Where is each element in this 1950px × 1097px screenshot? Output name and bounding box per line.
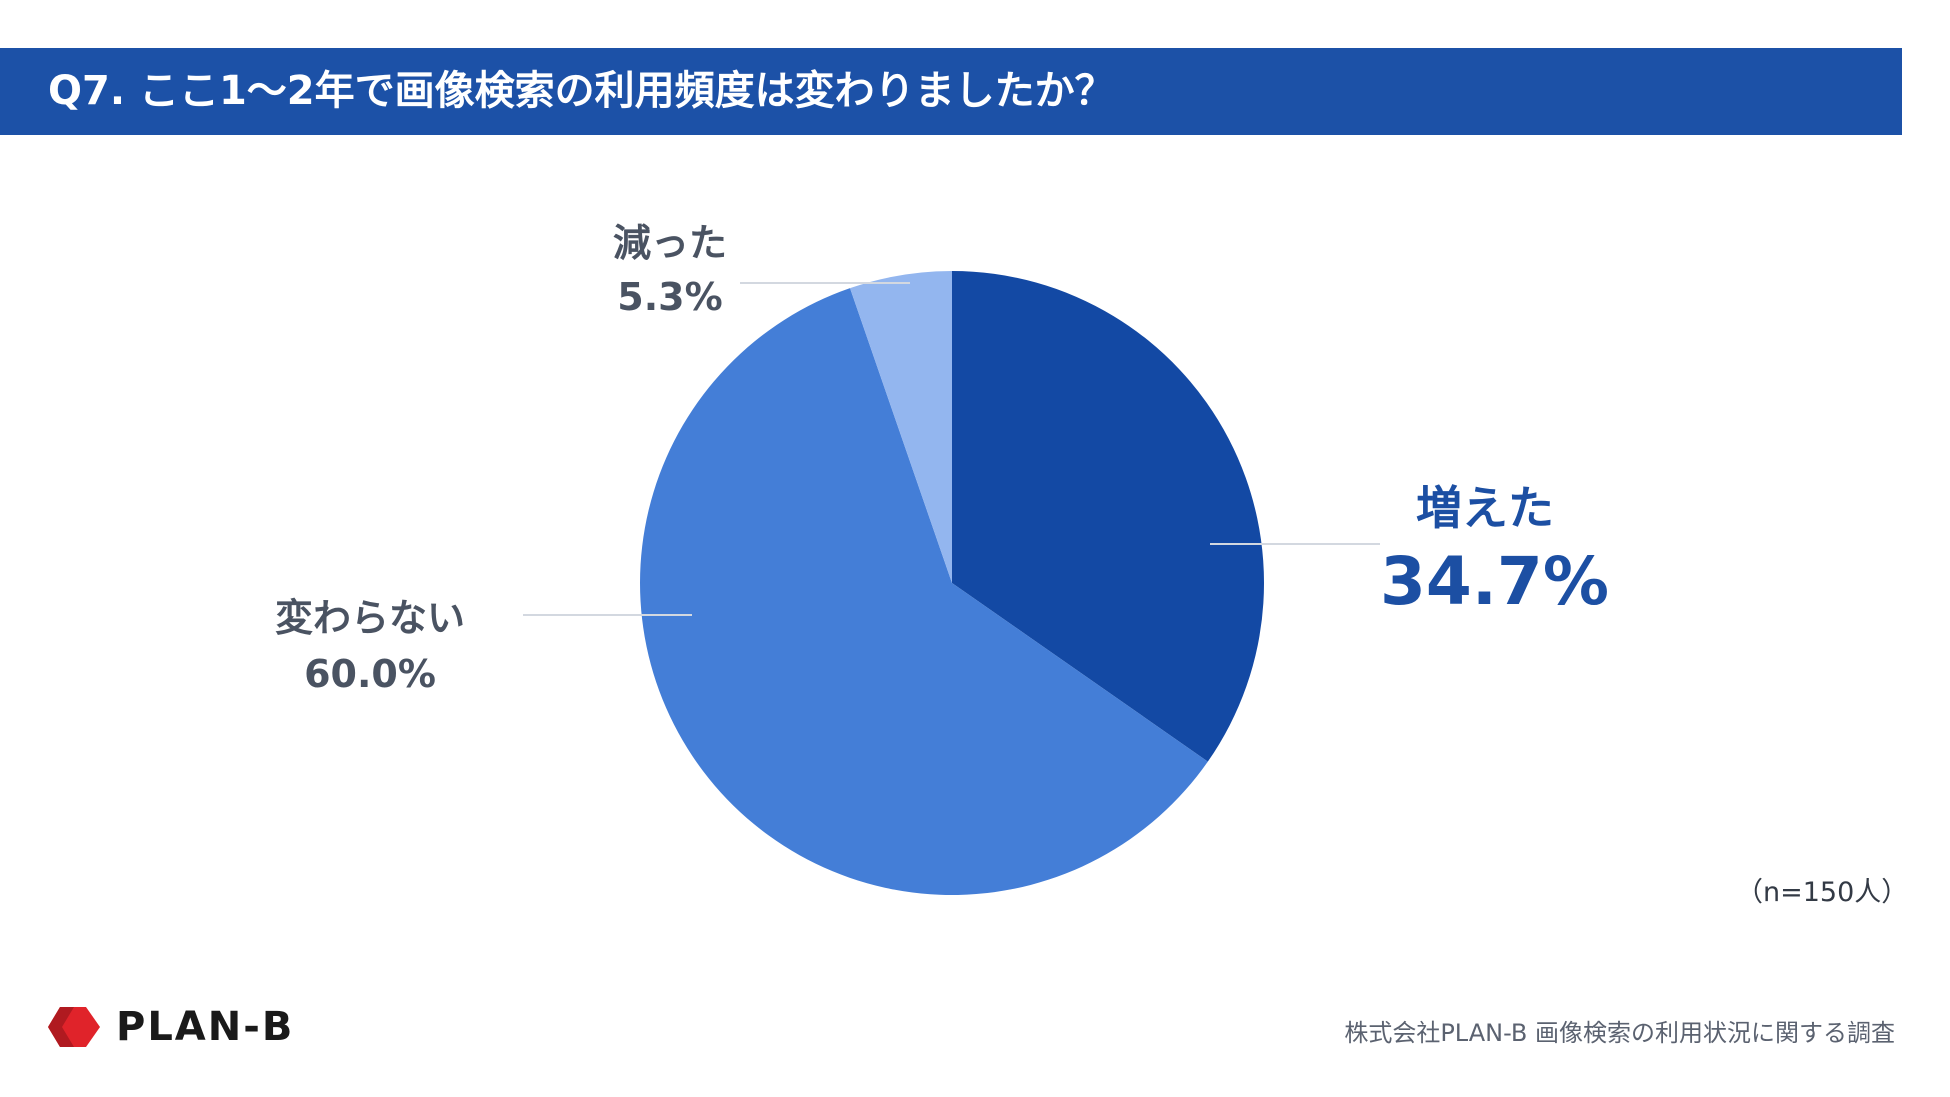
slice-label-unchanged: 変わらない 60.0% (240, 590, 500, 702)
header-bar: Q7. ここ1〜2年で画像検索の利用頻度は変わりましたか？ (0, 48, 1902, 135)
source-credit: 株式会社PLAN-B 画像検索の利用状況に関する調査 (1344, 1019, 1895, 1047)
pie-slice-increased (952, 271, 1265, 762)
plan-b-logo: PLAN-B (46, 1002, 294, 1052)
sample-size-note: （n=150人） (1736, 877, 1909, 908)
pie-slice-unchanged (640, 288, 1208, 895)
slice-label-decreased: 減った 5.3% (590, 216, 750, 324)
slice-name-unchanged: 変わらない (274, 596, 465, 640)
plan-b-logo-icon (48, 1007, 100, 1047)
pie-slice-decreased (850, 271, 952, 583)
slice-value-decreased: 5.3% (617, 275, 723, 319)
slice-name-decreased: 減った (612, 221, 727, 265)
slice-value-unchanged: 60.0% (304, 652, 436, 696)
page-title: Q7. ここ1〜2年で画像検索の利用頻度は変わりましたか？ (48, 68, 1115, 114)
plan-b-logo-text: PLAN-B (116, 1004, 295, 1050)
slice-value-increased: 34.7% (1380, 543, 1609, 620)
slice-label-increased: 増えた 34.7% (1380, 478, 1609, 624)
slice-name-increased: 増えた (1416, 481, 1554, 535)
